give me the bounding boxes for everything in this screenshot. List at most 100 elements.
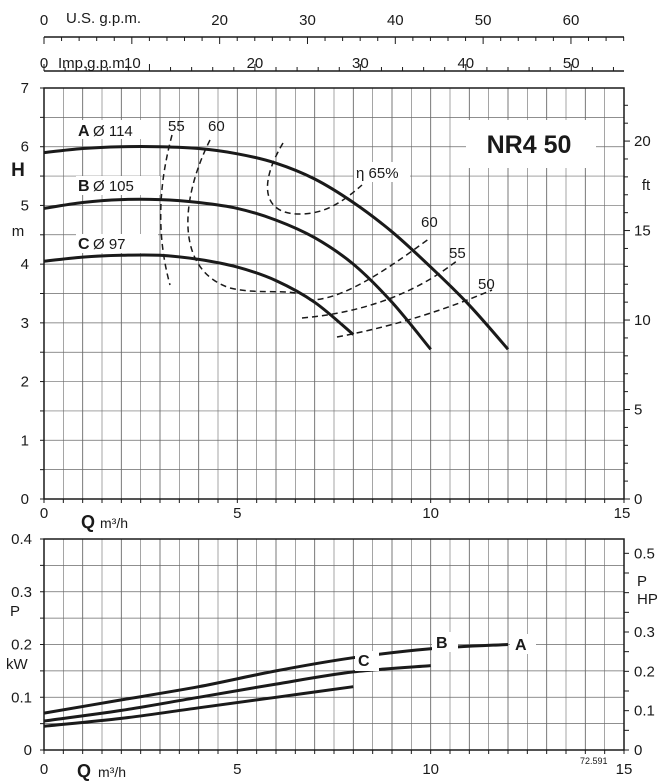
head-ft-ticks: 0 5 10 15 20: [624, 104, 651, 508]
chart-title-box: [466, 120, 596, 168]
power-x-ticks: 0 5 10 15: [40, 750, 633, 778]
power-x-symbol: Q: [77, 761, 91, 781]
efficiency-label-65: η 65%: [356, 165, 399, 182]
power-y-unit: kW: [6, 656, 29, 673]
head-y-ticks: 0 1 2 3 4 5 6 7: [21, 80, 44, 508]
power-x-tick-label: 10: [422, 761, 439, 778]
head-ft-tick-label: 5: [634, 402, 642, 419]
head-y-tick-label: 6: [21, 139, 29, 156]
head-y-tick-label: 5: [21, 197, 29, 214]
power-label-c: C: [358, 653, 370, 670]
head-x-tick-label: 0: [40, 505, 48, 522]
head-ft-tick-label: 15: [634, 223, 651, 240]
power-y-symbol: P: [10, 603, 20, 620]
head-y-tick-label: 0: [21, 491, 29, 508]
top1-ticks-label: 30: [299, 12, 316, 29]
power-y-tick-label: 0: [24, 742, 32, 759]
head-curve-c: [43, 253, 355, 336]
power-y-tick-label: 0.3: [11, 584, 32, 601]
power-label-a: A: [515, 637, 527, 654]
power-hp-tick-label: 0.2: [634, 663, 655, 680]
top1-ticks-label: 20: [211, 12, 228, 29]
head-ft-tick-label: 0: [634, 491, 642, 508]
top-axis-us-gpm-ticks: 20 30 40 50 60: [43, 12, 625, 44]
head-ft-tick-label: 20: [634, 133, 651, 150]
head-y-tick-label: 1: [21, 432, 29, 449]
curve-label-c-letter: C: [78, 236, 90, 253]
power-grid: [44, 539, 624, 750]
power-y-tick-label: 0.4: [11, 531, 32, 548]
head-y-tick-label: 4: [21, 256, 29, 273]
curve-label-a-diameter: Ø 114: [93, 123, 133, 140]
efficiency-label-60-right: 60: [421, 214, 438, 231]
top-axis-us-gpm: 0 U.S. g.p.m. 20 30 40 50 60: [40, 10, 625, 44]
top1-ticks-label: 40: [387, 12, 404, 29]
efficiency-curve-65: [266, 142, 363, 215]
power-hp-unit: HP: [637, 591, 658, 608]
top2-ticks-label: 50: [563, 55, 580, 72]
top-axis-imp-gpm: 0 Imp.g.p.m. 20 30 40 50 10: [40, 55, 624, 72]
head-x-symbol: Q: [81, 512, 95, 532]
power-x-tick-label: 5: [233, 761, 241, 778]
top1-ticks-label: 50: [475, 12, 492, 29]
top2-ticks-label: 40: [457, 55, 474, 72]
power-panel: 00.10.20.30.4 00.10.20.30.5 0 5 10 15 P kW …: [6, 531, 658, 781]
head-y-unit: m: [12, 223, 25, 240]
efficiency-curve-50: [336, 289, 493, 338]
efficiency-curve-55: [159, 134, 173, 286]
power-hp-symbol: P: [637, 573, 647, 590]
head-y-tick-label: 2: [21, 374, 29, 391]
head-curve-b: [43, 197, 432, 351]
head-x-ticks: 0 5 10 15: [40, 499, 631, 522]
top-axis-imp-gpm-zero: 0: [40, 55, 48, 72]
power-y-tick-label: 0.2: [11, 637, 32, 654]
power-hp-ticks: 0 0.1 0.2 0.3 0.5: [624, 545, 655, 759]
efficiency-curves: [159, 134, 493, 338]
curve-label-b-diameter: Ø 105: [93, 178, 134, 195]
curve-label-a-bg: [76, 120, 158, 139]
head-panel: 0 1 2 3 4 5 6 7 0 5 10 15 20 0 5 10 15 H m ft Q m³/h N…: [11, 80, 651, 532]
efficiency-label-50: 50: [478, 276, 495, 293]
head-ft-tick-label: 10: [634, 312, 651, 329]
curve-label-b-letter: B: [78, 178, 90, 195]
head-x-unit: m³/h: [100, 515, 128, 531]
power-x-unit: m³/h: [98, 764, 126, 780]
power-label-b-bg: [432, 632, 458, 652]
power-x-tick-label: 15: [616, 761, 633, 778]
top-axis-imp-gpm-label: 10: [124, 55, 141, 72]
head-y-tick-label: 7: [21, 80, 29, 97]
top-axis-us-gpm-zero: 0: [40, 12, 48, 29]
efficiency-curve-55-right: [301, 259, 459, 319]
power-hp-tick-label: 0.3: [634, 624, 655, 641]
power-hp-tick-label: 0.1: [634, 703, 655, 720]
power-label-b: B: [436, 635, 448, 652]
head-curve-a: [43, 144, 510, 351]
power-label-c-bg: [355, 651, 379, 671]
curve-label-b-bg: [76, 176, 160, 195]
efficiency-label-60: 60: [208, 118, 225, 135]
power-curve-c: [43, 685, 354, 728]
power-y-ticks: 0 0.1 0.2 0.3 0.4: [11, 531, 44, 759]
top-axis-imp-gpm-ticks: 20 30 40 50 10: [43, 55, 614, 72]
head-x-tick-label: 10: [422, 505, 439, 522]
power-label-a-bg: [510, 634, 536, 654]
power-curve-b: [43, 664, 431, 723]
power-curve-a: [43, 643, 509, 715]
efficiency-curve-60: [187, 139, 431, 301]
chart-title: NR4 50: [487, 131, 572, 159]
efficiency-label-55: 55: [168, 118, 185, 135]
top1-ticks-label: 60: [563, 12, 580, 29]
head-x-tick-label: 15: [614, 505, 631, 522]
power-hp-tick-label: 0: [634, 742, 642, 759]
power-hp-tick-label: 0.5: [634, 545, 655, 562]
curve-label-c-bg: [76, 234, 158, 253]
head-y-tick-label: 3: [21, 315, 29, 332]
efficiency-label-55-right: 55: [449, 245, 466, 262]
top-axis-imp-gpm-label: Imp.g.p.m.: [58, 55, 129, 72]
efficiency-label-65-bg: [354, 162, 410, 182]
chart-code: 72.591: [580, 756, 608, 766]
power-x-tick-label: 0: [40, 761, 48, 778]
top2-ticks-label: 30: [352, 55, 369, 72]
curve-label-c-diameter: Ø 97: [93, 236, 126, 253]
